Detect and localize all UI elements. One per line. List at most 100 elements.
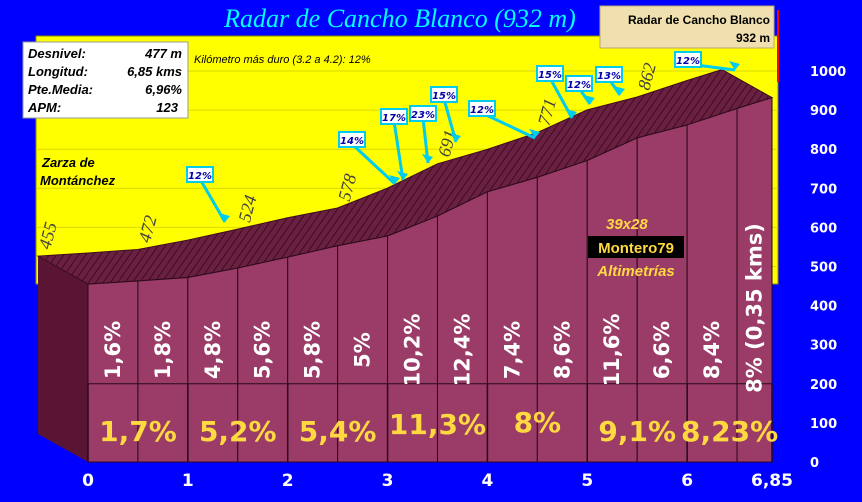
callout-label: 14% [340, 136, 364, 147]
profile-side-face [38, 256, 88, 462]
hardest-km-label: Kilómetro más duro (3.2 a 4.2): 12% [194, 54, 371, 66]
km-gradient-label: 11,3% [389, 408, 486, 441]
segment-gradient-label: 12,4% [450, 314, 474, 387]
callout-box [595, 66, 623, 83]
segment-gradient-label: 10,2% [401, 314, 425, 387]
y-tick-label: 500 [810, 261, 837, 276]
y-tick-label: 600 [810, 221, 837, 236]
callout-label: 12% [188, 171, 212, 182]
callout-box [409, 105, 437, 122]
info-box: Desnivel: 477 m Longitud: 6,85 kms Pte.M… [22, 41, 189, 119]
bands: 1,6% 1,8% 4,8% 5,6% 5,8% 5% 10,2% 12,4% 7,4% 8,6%… [87, 223, 778, 462]
callout-arrowhead [422, 154, 433, 163]
callout-arrowhead [219, 213, 230, 222]
author-box [588, 236, 684, 258]
x-tick-label: 3 [382, 471, 394, 491]
callout-arrowhead [397, 171, 408, 180]
segment-gradient-label: 1,6% [101, 321, 125, 379]
summit-altitude: 932 m [736, 31, 770, 45]
y-tick-label: 400 [810, 300, 837, 315]
info-label-1: Desnivel: [28, 46, 86, 61]
profile-segment [636, 124, 688, 463]
callout-box [565, 75, 593, 92]
y-tick-label: 900 [810, 104, 837, 119]
info-label-4: APM: [27, 100, 61, 115]
y-axis: 0 100 200 300 400 500 600 700 800 900 1000 [810, 65, 846, 471]
summit-label: Radar de Cancho Blanco 932 m [599, 5, 779, 82]
km-gradient-label: 8% [514, 406, 562, 439]
author-label: Montero79 [598, 240, 674, 257]
gradient-callouts: 12% 14% 17% 23% 15% 12% 15% 12% 13% 12% [186, 51, 740, 223]
y-tick-label: 700 [810, 182, 837, 197]
callout-box [430, 86, 458, 103]
km-gradient-label: 8,23% [681, 415, 778, 448]
x-tick-label: 6,85 [751, 471, 793, 491]
callout-arrow [350, 142, 397, 186]
callout-label: 12% [470, 105, 494, 116]
km-gradient-label: 5,2% [199, 415, 277, 448]
x-tick-label: 2 [282, 471, 294, 491]
segment-gradient-label: 1,8% [151, 321, 175, 379]
segment-gradient-label: 6,6% [650, 321, 674, 379]
info-label-3: Pte.Media: [28, 82, 93, 97]
y-tick-label: 1000 [810, 65, 846, 80]
segment-gradient-label: 11,6% [600, 314, 624, 387]
segment-gradient-label: 5,6% [251, 321, 275, 379]
info-label-2: Longitud: [28, 64, 88, 79]
y-tick-label: 0 [810, 456, 819, 471]
info-value-3: 6,96% [145, 82, 182, 97]
segment-gradient-label: 5,8% [301, 321, 325, 379]
x-tick-label: 0 [82, 471, 94, 491]
chart-title: Radar de Cancho Blanco (932 m) [223, 4, 576, 33]
callout-arrowhead [614, 86, 625, 95]
callout-box [186, 166, 214, 183]
callout-arrowhead [529, 129, 540, 138]
summit-name: Radar de Cancho Blanco [628, 13, 770, 27]
callout-label: 17% [382, 113, 406, 124]
profile-segment [736, 96, 773, 463]
y-tick-label: 100 [810, 417, 837, 432]
x-tick-label: 5 [581, 471, 593, 491]
km-gradient-label: 9,1% [598, 415, 676, 448]
info-value-1: 477 m [144, 46, 182, 61]
x-tick-label: 4 [481, 471, 493, 491]
callout-box [468, 100, 496, 117]
callout-arrowhead [450, 133, 461, 142]
km-gradient-label: 5,4% [299, 415, 377, 448]
callout-arrowhead [389, 175, 400, 184]
x-tick-label: 6 [681, 471, 693, 491]
callout-label: 12% [676, 56, 700, 67]
callout-arrowhead [729, 61, 740, 70]
segment-gradient-label: 8% (0,35 kms) [743, 223, 767, 393]
callout-box [380, 108, 408, 125]
gear-label: 39x28 [606, 216, 648, 233]
profile-segment [586, 137, 638, 463]
profile [36, 69, 774, 463]
segment-gradient-label: 8,6% [550, 321, 574, 379]
callout-label: 15% [538, 70, 562, 81]
callout-label: 13% [597, 71, 621, 82]
segment-gradient-label: 5% [351, 332, 375, 368]
segment-gradient-label: 4,8% [201, 321, 225, 379]
info-value-4: 123 [156, 100, 178, 115]
x-axis: 0 1 2 3 4 5 6 6,85 [82, 471, 793, 491]
segment-gradient-label: 7,4% [500, 321, 524, 379]
callout-arrow [392, 120, 405, 181]
info-value-2: 6,85 kms [127, 64, 182, 79]
segment-gradient-label: 8,4% [700, 321, 724, 379]
callout-arrowhead [584, 95, 595, 104]
callout-label: 12% [567, 80, 591, 91]
callout-arrowhead [566, 109, 577, 118]
callout-label: 23% [411, 110, 435, 121]
profile-segment [686, 107, 738, 463]
km-gradient-label: 1,7% [99, 415, 177, 448]
callout-box [536, 65, 564, 82]
callout-label: 15% [432, 91, 456, 102]
callout-box [674, 51, 702, 68]
start-label: Zarza de Montánchez [40, 155, 116, 188]
x-tick-label: 1 [182, 471, 194, 491]
y-tick-label: 300 [810, 339, 837, 354]
callout-arrow [481, 111, 536, 140]
